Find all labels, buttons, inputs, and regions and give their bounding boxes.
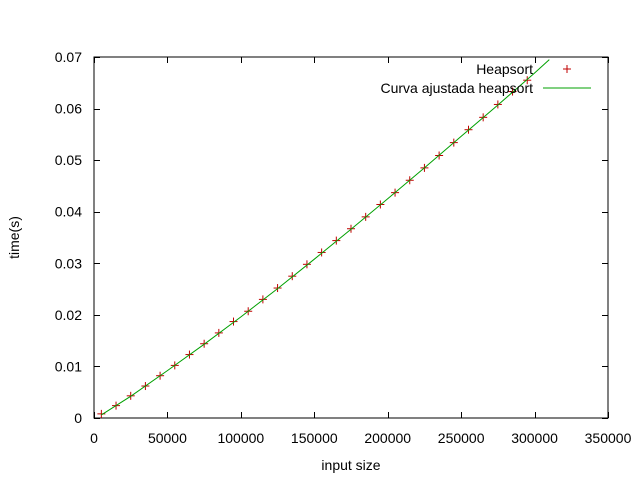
data-point [302,260,311,269]
data-point [97,409,106,418]
y-tick-label: 0.06 [55,101,82,117]
y-tick-label: 0.05 [55,152,82,168]
y-tick-label: 0 [74,410,82,426]
legend-entry-label: Curva ajustada heapsort [380,80,533,96]
x-tick-label: 300000 [511,430,558,446]
labels-layer: 0 50000 100000 150000 200000 250000 300000 3500… [6,49,632,473]
y-tick-label: 0.01 [55,358,82,374]
series-layer [97,59,550,418]
y-tick-label: 0.03 [55,255,82,271]
x-tick-label: 250000 [438,430,485,446]
y-tick-label: 0.04 [55,204,82,220]
x-tick-label: 0 [90,430,98,446]
x-tick-label: 50000 [148,430,187,446]
y-axis-label: time(s) [6,216,22,259]
x-tick-label: 200000 [364,430,411,446]
axes-layer [93,56,609,419]
plot-frame [93,56,609,419]
x-tick-label: 150000 [291,430,338,446]
legend: Heapsort Curva ajustada heapsort [380,61,591,96]
data-point [523,76,532,85]
data-point [229,317,238,326]
y-tick-label: 0.07 [55,49,82,65]
y-tick-label: 0.02 [55,307,82,323]
legend-entry-label: Heapsort [476,61,533,77]
x-axis-label: input size [321,457,380,473]
data-point [317,248,326,257]
x-tick-label: 350000 [585,430,632,446]
data-point [288,272,297,281]
x-tick-label: 100000 [217,430,264,446]
legend-marker-sample [563,65,571,73]
fitted-curve-line [101,59,550,416]
data-point [508,87,517,96]
